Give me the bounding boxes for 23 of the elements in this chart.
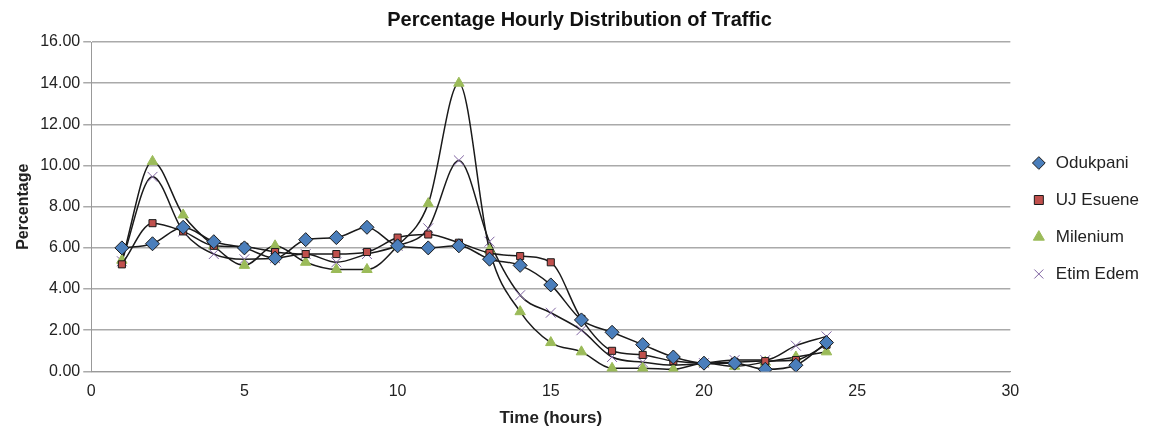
y-tick-label: 4.00: [49, 279, 81, 297]
x-tick-label: 5: [239, 382, 249, 400]
x-tick-label: 10: [388, 382, 407, 400]
x-tick-label: 20: [695, 382, 713, 400]
x-axis-title: Time (hours): [499, 408, 603, 428]
y-tick-label: 10.00: [40, 155, 81, 173]
y-tick-label: 8.00: [49, 197, 81, 215]
y-tick-label: 0.00: [49, 361, 81, 379]
x-tick-label: 30: [1001, 382, 1020, 400]
y-tick-label: 14.00: [40, 73, 81, 91]
legend-label: Etim Edem: [1055, 263, 1139, 283]
chart-title: Percentage Hourly Distribution of Traffic: [387, 7, 772, 30]
x-tick-label: 15: [541, 382, 560, 400]
legend-label: Milenium: [1055, 226, 1124, 246]
legend-label: Odukpani: [1055, 152, 1129, 172]
y-tick-label: 12.00: [40, 114, 81, 132]
x-tick-label: 0: [86, 382, 96, 400]
x-tick-label: 25: [848, 382, 867, 400]
legend-label: UJ Esuene: [1055, 189, 1140, 209]
y-tick-label: 6.00: [49, 238, 81, 256]
y-axis-title: Percentage: [14, 163, 32, 250]
y-tick-label: 16.00: [40, 32, 81, 50]
y-tick-label: 2.00: [49, 320, 81, 338]
